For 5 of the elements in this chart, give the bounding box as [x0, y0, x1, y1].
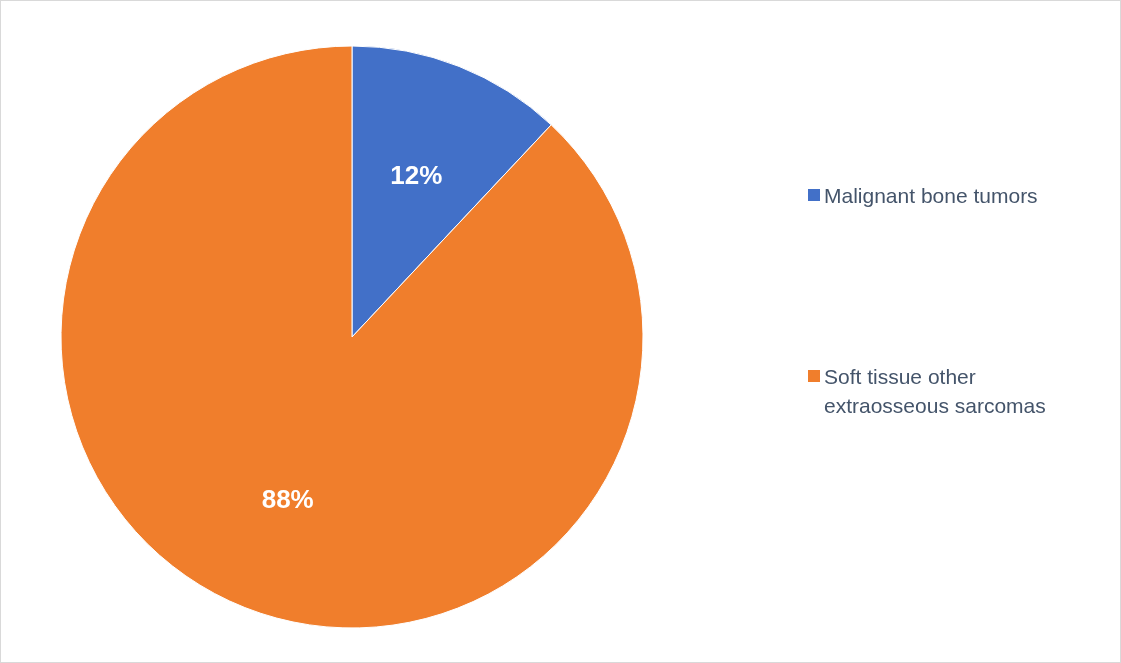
data-label: 88%: [261, 484, 314, 515]
pie-slice: [60, 45, 644, 629]
data-label: 12%: [390, 159, 443, 190]
legend-label: Soft tissue other extraosseous sarcomas: [824, 364, 1046, 417]
legend-label: Malignant bone tumors: [824, 183, 1038, 207]
